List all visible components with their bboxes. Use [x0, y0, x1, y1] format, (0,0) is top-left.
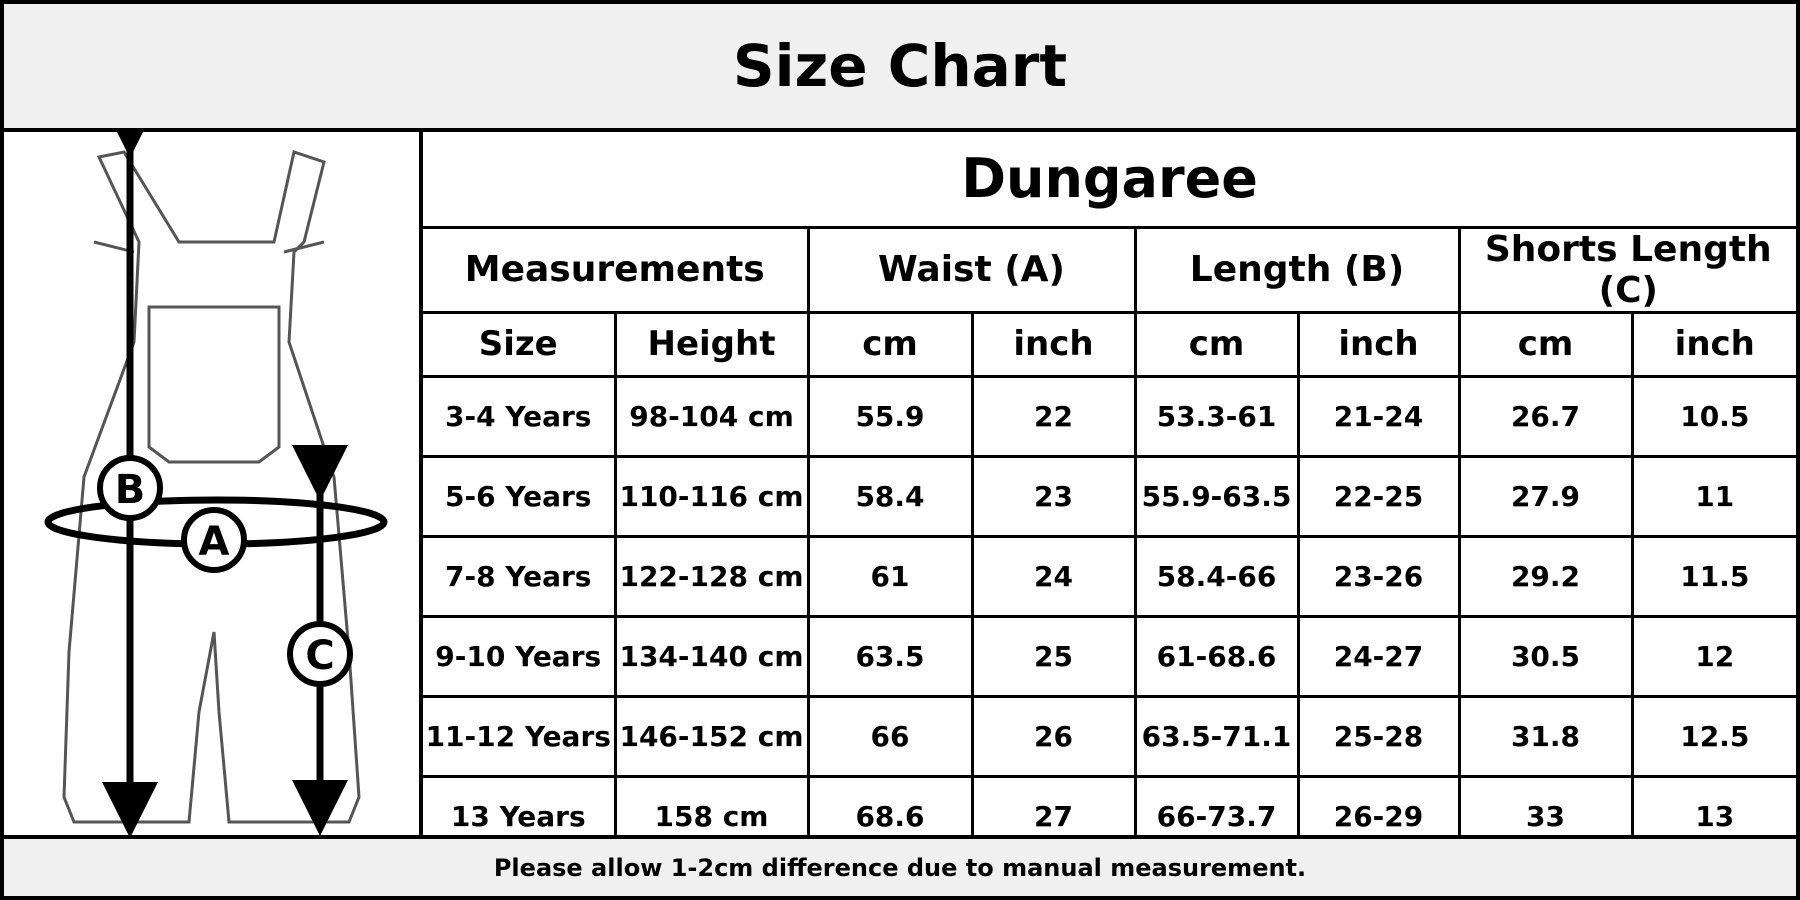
column-header: inch — [970, 310, 1137, 378]
table-row: 9-10 Years 134-140 cm 63.5 25 61-68.6 24-27 30… — [423, 614, 1796, 698]
column-header: Height — [613, 310, 810, 378]
table-cell: 122-128 cm — [613, 534, 810, 618]
group-header: Length (B) — [1133, 225, 1461, 314]
table-cell: 23 — [970, 454, 1137, 538]
column-header: inch — [1630, 310, 1796, 378]
table-row: Measurements Waist (A) Length (B) Shorts Le… — [423, 225, 1796, 314]
column-header: inch — [1296, 310, 1461, 378]
table-cell: 27.9 — [1457, 454, 1634, 538]
label-circle — [287, 621, 353, 687]
table-row: 3-4 Years 98-104 cm 55.9 22 53.3-61 21-24 26.7… — [423, 374, 1796, 458]
table-cell: 21-24 — [1296, 374, 1461, 458]
column-header: cm — [806, 310, 974, 378]
table-cell: 7-8 Years — [423, 534, 617, 618]
table-cell: 58.4-66 — [1133, 534, 1300, 618]
table-cell: 25-28 — [1296, 694, 1461, 778]
label-circle — [181, 507, 247, 573]
table-cell: 9-10 Years — [423, 614, 617, 698]
table-cell: 26 — [970, 694, 1137, 778]
table-cell: 58.4 — [806, 454, 974, 538]
footer-note: Please allow 1-2cm difference due to man… — [4, 835, 1796, 896]
column-header: cm — [1133, 310, 1300, 378]
table-cell: 63.5 — [806, 614, 974, 698]
table-cell: 24-27 — [1296, 614, 1461, 698]
diagram-panel: B A C — [4, 102, 423, 838]
table-row: Size Height cm inch cm inch cm inch — [423, 310, 1796, 378]
group-header: Measurements — [423, 225, 810, 314]
table-cell: 22 — [970, 374, 1137, 458]
table-cell: 12.5 — [1630, 694, 1796, 778]
dungaree-diagram: B A C — [44, 102, 388, 838]
table-cell: 30.5 — [1457, 614, 1634, 698]
content: B A C Dungaree Measurements Waist (A) Lengt… — [4, 102, 1796, 856]
table-cell: 5-6 Years — [423, 454, 617, 538]
label-circle — [97, 455, 163, 521]
table-cell: 10.5 — [1630, 374, 1796, 458]
diagram-label: B — [115, 467, 146, 513]
table-cell: 3-4 Years — [423, 374, 617, 458]
diagram-label: A — [199, 519, 230, 565]
page-title: Size Chart — [4, 4, 1796, 132]
table-cell: 98-104 cm — [613, 374, 810, 458]
table-cell: 146-152 cm — [613, 694, 810, 778]
diagram-label: C — [305, 633, 334, 679]
table-cell: 31.8 — [1457, 694, 1634, 778]
table-cell: 61 — [806, 534, 974, 618]
table-row: 5-6 Years 110-116 cm 58.4 23 55.9-63.5 22-25 2… — [423, 454, 1796, 538]
table-cell: 110-116 cm — [613, 454, 810, 538]
table-cell: 29.2 — [1457, 534, 1634, 618]
table-cell: 25 — [970, 614, 1137, 698]
table-cell: 12 — [1630, 614, 1796, 698]
table-cell: 11.5 — [1630, 534, 1796, 618]
table-cell: 11-12 Years — [423, 694, 617, 778]
table-title: Dungaree — [423, 132, 1796, 229]
group-header: Shorts Length (C) — [1457, 225, 1796, 314]
table-cell: 66 — [806, 694, 974, 778]
table-cell: 53.3-61 — [1133, 374, 1300, 458]
table-cell: 134-140 cm — [613, 614, 810, 698]
table-cell: 55.9-63.5 — [1133, 454, 1300, 538]
table-cell: 11 — [1630, 454, 1796, 538]
table-cell: 24 — [970, 534, 1137, 618]
table-cell: 55.9 — [806, 374, 974, 458]
table-row: 7-8 Years 122-128 cm 61 24 58.4-66 23-26 29.2 1… — [423, 534, 1796, 618]
table-row: 11-12 Years 146-152 cm 66 26 63.5-71.1 25-28 3… — [423, 694, 1796, 778]
column-header: cm — [1457, 310, 1634, 378]
size-table: Dungaree Measurements Waist (A) Length (B) S… — [423, 132, 1796, 856]
column-header: Size — [423, 310, 617, 378]
table-cell: 26.7 — [1457, 374, 1634, 458]
table-cell: 22-25 — [1296, 454, 1461, 538]
table-row: Dungaree — [423, 132, 1796, 229]
group-header: Waist (A) — [806, 225, 1137, 314]
table-cell: 23-26 — [1296, 534, 1461, 618]
table-cell: 61-68.6 — [1133, 614, 1300, 698]
table-cell: 63.5-71.1 — [1133, 694, 1300, 778]
